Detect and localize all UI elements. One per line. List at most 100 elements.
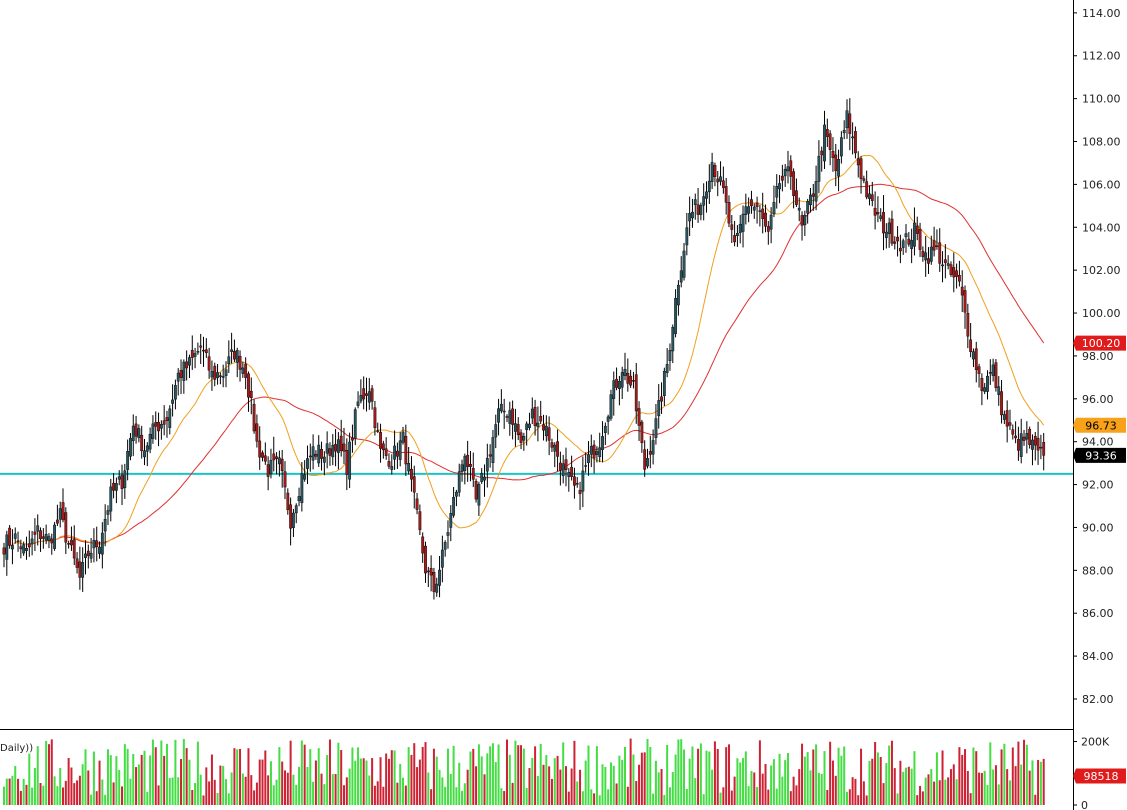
last-volume-label: 98518 xyxy=(1084,770,1119,783)
volume-bar xyxy=(697,748,700,805)
candle xyxy=(438,556,441,598)
candle xyxy=(865,170,869,200)
candle xyxy=(145,442,149,467)
candle xyxy=(424,541,427,583)
volume-bar xyxy=(1034,794,1037,805)
candle xyxy=(407,446,411,475)
candle xyxy=(870,181,874,207)
volume-bar xyxy=(95,791,98,805)
candle xyxy=(904,224,908,253)
volume-bar xyxy=(1037,759,1040,805)
volume-bar xyxy=(281,761,284,805)
volume-bar xyxy=(747,786,750,805)
candle xyxy=(258,426,262,470)
volume-bar xyxy=(992,769,995,805)
volume-bar xyxy=(581,791,584,805)
price-tick-label: 100.00 xyxy=(1082,307,1121,320)
candle xyxy=(36,514,40,546)
candle xyxy=(494,414,498,449)
slow-ma-price-label: 100.20 xyxy=(1082,337,1121,350)
candle xyxy=(561,454,565,484)
volume-bar xyxy=(719,792,722,805)
fast-ma-price-label: 96.73 xyxy=(1085,419,1117,432)
candle xyxy=(738,215,742,244)
candle xyxy=(263,442,267,465)
price-tick-label: 82.00 xyxy=(1082,693,1114,706)
volume-bar xyxy=(652,793,655,805)
volume-bar xyxy=(657,772,660,805)
volume-bar xyxy=(11,775,14,805)
volume-bar xyxy=(733,776,736,805)
candle xyxy=(255,414,259,448)
volume-bar xyxy=(255,782,258,805)
candle xyxy=(994,359,998,392)
candle xyxy=(126,439,130,481)
candle xyxy=(736,225,739,247)
candle xyxy=(974,341,978,383)
volume-bar xyxy=(393,750,396,805)
volume-bar xyxy=(739,762,742,805)
candle xyxy=(896,226,899,257)
volume-bar xyxy=(25,784,28,805)
candle xyxy=(410,456,413,492)
candle xyxy=(27,530,31,557)
volume-bar xyxy=(505,739,508,805)
volume-bar xyxy=(222,765,225,805)
volume-bar xyxy=(975,751,978,805)
volume-bar xyxy=(567,791,570,805)
volume-bar xyxy=(722,787,725,805)
volume-bar xyxy=(483,774,486,805)
candle xyxy=(601,421,604,463)
candle xyxy=(643,440,647,477)
price-tick-label: 98.00 xyxy=(1082,350,1114,363)
volume-bar xyxy=(727,744,730,805)
volume-bar xyxy=(59,768,62,805)
candle xyxy=(322,451,326,476)
volume-bar xyxy=(17,778,20,805)
candle xyxy=(457,463,461,497)
volume-bar xyxy=(803,756,806,805)
candle xyxy=(623,352,627,381)
candle xyxy=(884,223,888,249)
volume-bar xyxy=(182,739,185,805)
volume-bar xyxy=(418,759,421,805)
volume-bar xyxy=(933,781,936,805)
candle xyxy=(963,285,967,329)
volume-bar xyxy=(196,741,199,805)
candle xyxy=(617,375,621,406)
candle xyxy=(550,438,554,453)
candle xyxy=(449,505,453,542)
candle xyxy=(289,497,293,546)
volume-bar xyxy=(764,763,767,805)
candle xyxy=(612,371,616,416)
candle xyxy=(418,504,422,536)
volume-bar xyxy=(677,739,680,805)
candle xyxy=(828,130,832,166)
volume-bar xyxy=(921,791,924,805)
candle xyxy=(932,226,936,257)
candle xyxy=(719,161,722,186)
candle xyxy=(440,535,444,583)
volume-bar xyxy=(463,783,466,805)
volume-bar xyxy=(806,752,809,805)
volume-bar xyxy=(168,778,171,805)
volume-bar xyxy=(671,772,674,805)
volume-bar xyxy=(208,781,211,805)
volume-bar xyxy=(469,751,472,805)
candle xyxy=(148,427,152,454)
volume-bar xyxy=(432,748,435,805)
candle xyxy=(1042,432,1046,471)
volume-tick-label: 0 xyxy=(1081,799,1088,810)
volume-bar xyxy=(1011,747,1014,805)
volume-bar xyxy=(477,744,480,805)
volume-bar xyxy=(902,771,905,805)
candle xyxy=(783,164,787,187)
volume-bar xyxy=(879,757,882,805)
volume-bar xyxy=(390,750,393,805)
candle xyxy=(218,372,222,385)
candle xyxy=(837,149,840,192)
candle xyxy=(511,400,515,440)
candle xyxy=(747,197,751,223)
volume-bar xyxy=(556,755,559,805)
